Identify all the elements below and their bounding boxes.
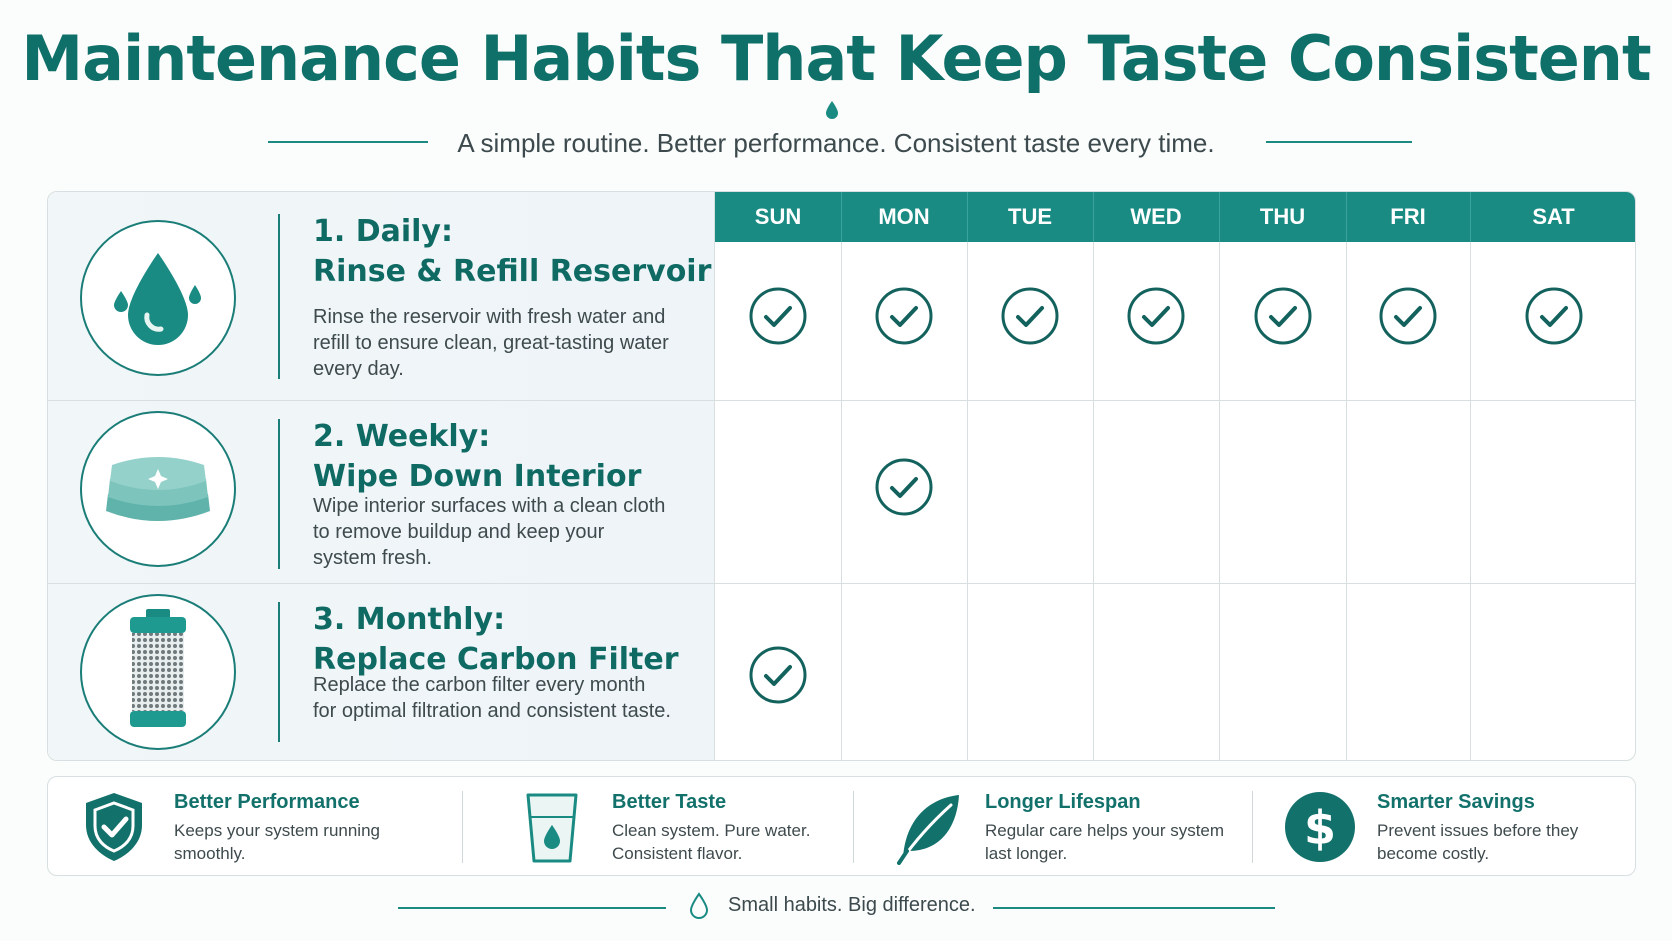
row-divider — [48, 583, 1635, 584]
page-subtitle: A simple routine. Better performance. Co… — [457, 128, 1215, 158]
check-mark-icon — [875, 458, 933, 516]
check-mark-icon — [1001, 287, 1059, 345]
benefit-smarter-savings: $ Smarter Savings Prevent issues before … — [1282, 777, 1622, 877]
day-header-bar — [715, 192, 1635, 242]
day-header-wed: WED — [1130, 204, 1182, 229]
benefit-title: Better Performance — [174, 791, 360, 813]
day-header-sat: SAT — [1532, 204, 1575, 229]
day-header-mon: MON — [878, 204, 930, 229]
check-mark-icon — [749, 646, 807, 704]
column-divider — [967, 192, 968, 760]
task-description: Rinse the reservoir with fresh water and… — [313, 306, 669, 380]
header-column-divider — [1219, 192, 1220, 242]
task-description: Replace the carbon filter every month fo… — [313, 674, 671, 722]
column-divider — [1346, 192, 1347, 760]
check-mark-icon — [1379, 287, 1437, 345]
water-glass-icon — [526, 793, 578, 863]
dollar-icon: $ — [1285, 792, 1355, 862]
task-row-weekly: 2. Weekly: Wipe Down Interior Wipe inter… — [48, 401, 715, 584]
page-title: Maintenance Habits That Keep Taste Consi… — [21, 22, 1651, 95]
column-divider — [1219, 192, 1220, 760]
task-name: Replace Carbon Filter — [313, 642, 679, 677]
check-mark-icon — [1525, 287, 1582, 345]
water-drop-icon — [80, 220, 236, 376]
footer-tagline: Small habits. Big difference. — [728, 894, 976, 916]
subtitle-row: A simple routine. Better performance. Co… — [0, 128, 1672, 164]
benefit-title: Better Taste — [612, 791, 727, 813]
task-frequency: 1. Daily: — [313, 214, 453, 249]
subtitle-divider-right — [1266, 141, 1412, 143]
benefit-description: Prevent issues before they become costly… — [1377, 821, 1579, 863]
task-row-daily: 1. Daily: Rinse & Refill Reservoir Rinse… — [48, 192, 715, 401]
header-column-divider — [1346, 192, 1347, 242]
footer: Small habits. Big difference. — [0, 892, 1672, 922]
header-column-divider — [1470, 192, 1471, 242]
svg-text:$: $ — [1304, 801, 1336, 855]
column-divider — [1093, 192, 1094, 760]
benefit-separator — [1252, 791, 1253, 863]
task-title: 3. Monthly: Replace Carbon Filter — [313, 600, 679, 680]
task-frequency: 2. Weekly: — [313, 419, 491, 454]
column-divider — [841, 192, 842, 760]
task-divider — [278, 419, 280, 569]
task-frequency: 3. Monthly: — [313, 602, 506, 637]
task-row-monthly: 3. Monthly: Replace Carbon Filter Replac… — [48, 584, 715, 760]
carbon-filter-icon — [80, 594, 236, 750]
day-header-fri: FRI — [1390, 204, 1426, 229]
day-header-sun: SUN — [754, 204, 802, 229]
benefit-title: Smarter Savings — [1377, 791, 1535, 813]
leaf-icon — [897, 795, 959, 865]
benefits-bar: Better Performance Keeps your system run… — [47, 776, 1636, 876]
footer-divider-right — [993, 907, 1275, 909]
task-description: Wipe interior surfaces with a clean clot… — [313, 495, 666, 569]
water-drop-icon — [826, 101, 838, 119]
benefit-longer-lifespan: Longer Lifespan Regular care helps your … — [891, 777, 1271, 877]
check-mark-icon — [1127, 287, 1185, 345]
check-mark-icon — [1254, 287, 1311, 345]
header-column-divider — [1093, 192, 1094, 242]
task-divider — [278, 214, 280, 379]
header-column-divider — [841, 192, 842, 242]
benefit-title: Longer Lifespan — [985, 791, 1141, 813]
check-mark-icon — [875, 287, 933, 345]
cloth-icon — [80, 411, 236, 567]
task-title: 2. Weekly: Wipe Down Interior — [313, 417, 641, 497]
maintenance-schedule: SUN MON TUE WED THU FRI SAT 1. Daily: Rinse & … — [47, 191, 1636, 761]
day-header-tue: TUE — [1008, 204, 1052, 229]
water-drop-icon — [689, 892, 709, 919]
benefit-description: Regular care helps your system last long… — [985, 821, 1225, 863]
benefit-description: Keeps your system running smoothly. — [174, 821, 380, 863]
column-divider — [1470, 192, 1471, 760]
check-mark-icon — [749, 287, 807, 345]
shield-check-icon — [86, 793, 142, 861]
task-name: Rinse & Refill Reservoir — [313, 254, 712, 289]
benefit-description: Clean system. Pure water. Consistent fla… — [612, 821, 811, 863]
task-name: Wipe Down Interior — [313, 459, 642, 494]
benefit-separator — [462, 791, 463, 863]
task-divider — [278, 602, 280, 742]
header-column-divider — [967, 192, 968, 242]
benefit-better-performance: Better Performance Keeps your system run… — [76, 777, 456, 877]
subtitle-divider-left — [268, 141, 428, 143]
row-divider — [48, 400, 1635, 401]
day-header-thu: THU — [1259, 204, 1306, 229]
task-title: 1. Daily: Rinse & Refill Reservoir — [313, 212, 711, 292]
footer-divider-left — [398, 907, 666, 909]
benefit-separator — [853, 791, 854, 863]
benefit-better-taste: Better Taste Clean system. Pure water. C… — [514, 777, 894, 877]
